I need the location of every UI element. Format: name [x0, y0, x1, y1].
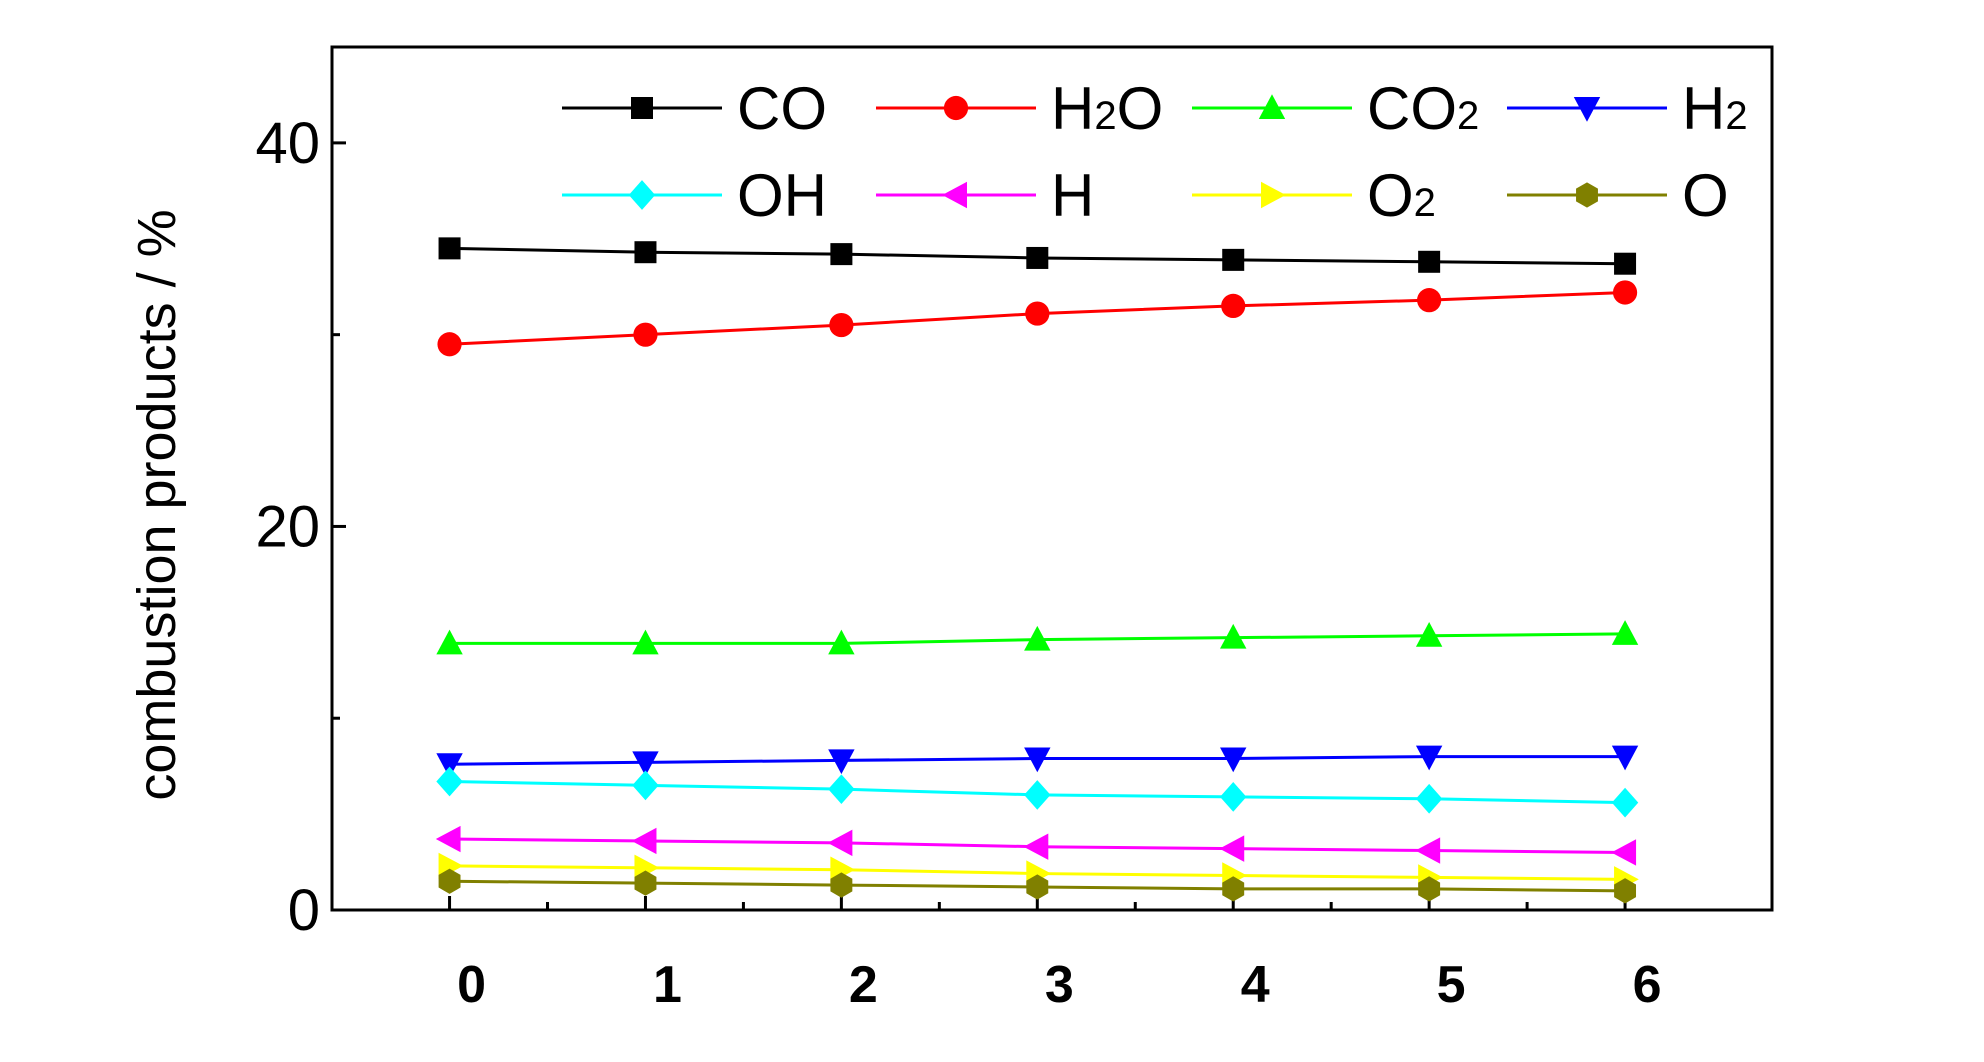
x-tick-label: 6: [1633, 956, 1662, 1014]
y-tick-label: 20: [255, 494, 320, 559]
data-point: [1417, 288, 1442, 313]
data-point: [632, 629, 659, 655]
legend-marker: [1573, 97, 1601, 122]
data-point: [1611, 620, 1639, 645]
data-point: [827, 829, 853, 857]
data-point: [1415, 622, 1443, 647]
data-point: [631, 827, 657, 855]
legend-marker: [943, 95, 969, 121]
data-point: [1220, 623, 1247, 649]
data-point: [438, 868, 461, 894]
x-tick-label: 3: [1045, 956, 1074, 1014]
data-point: [1611, 745, 1639, 771]
x-tick-label: 5: [1437, 956, 1466, 1014]
data-point: [828, 749, 855, 775]
data-point: [1221, 293, 1246, 318]
data-point: [435, 825, 461, 853]
legend-item: OH: [562, 162, 827, 229]
y-tick-label: 40: [255, 111, 320, 176]
data-point: [1614, 878, 1637, 904]
data-point: [1026, 874, 1049, 900]
data-point: [437, 332, 462, 357]
data-point: [1024, 747, 1051, 773]
data-point: [1220, 747, 1247, 773]
data-point: [1415, 745, 1443, 771]
data-point: [1222, 248, 1245, 271]
data-point: [634, 870, 657, 896]
legend-item: H: [876, 162, 1094, 229]
data-point: [632, 770, 659, 801]
data-point: [436, 753, 463, 778]
legend-marker: [628, 180, 656, 210]
data-point: [1611, 839, 1637, 866]
series-2: [436, 620, 1639, 655]
data-point: [1418, 250, 1441, 273]
legend-item: CO: [562, 75, 827, 142]
legend-marker: [1258, 94, 1286, 119]
y-tick-label: 0: [288, 878, 320, 943]
y-axis-label: combustion products / %: [127, 209, 187, 800]
legend-marker: [942, 181, 967, 209]
legend-label: OH: [737, 162, 827, 229]
legend-marker: [1576, 182, 1598, 208]
series-7: [438, 868, 1637, 904]
series-layer: [435, 237, 1639, 904]
x-tick-label: 2: [849, 956, 878, 1014]
data-point: [1220, 782, 1247, 812]
data-point: [830, 243, 853, 266]
data-point: [829, 312, 854, 338]
data-point: [828, 774, 855, 805]
legend-label: O2: [1367, 162, 1436, 229]
legend-label: CO: [737, 75, 827, 142]
data-point: [436, 629, 463, 655]
legend-marker: [631, 97, 653, 119]
data-point: [1025, 301, 1050, 326]
legend-item: H2: [1507, 75, 1748, 142]
data-point: [1222, 876, 1245, 902]
data-point: [1418, 876, 1441, 902]
data-point: [1024, 780, 1051, 810]
data-point: [438, 237, 461, 260]
data-point: [1415, 783, 1443, 814]
legend-label: H: [1051, 162, 1094, 229]
data-point: [1219, 835, 1245, 862]
data-point: [436, 766, 463, 797]
legend-label: O: [1682, 162, 1729, 229]
x-tick-label: 1: [653, 956, 682, 1014]
data-point: [632, 751, 659, 777]
legend-label: H2: [1682, 75, 1748, 142]
legend-item: O2: [1192, 162, 1436, 229]
series-0: [438, 237, 1637, 275]
legend-label: H2O: [1051, 75, 1163, 142]
data-point: [634, 241, 657, 264]
series-4: [436, 766, 1639, 818]
series-5: [435, 825, 1637, 866]
legend-item: O: [1507, 162, 1729, 229]
data-point: [830, 872, 853, 898]
legend-label: CO2: [1367, 75, 1479, 142]
legend-item: CO2: [1192, 75, 1479, 142]
data-point: [1024, 625, 1051, 651]
legend: CO H2O CO2 H2 OH H O2 O: [562, 75, 1748, 229]
data-point: [1614, 252, 1637, 275]
data-point: [1023, 833, 1049, 860]
y-axis-ticks: 0 20 40: [255, 111, 346, 943]
x-tick-label: 4: [1241, 956, 1270, 1014]
series-3: [436, 745, 1639, 778]
x-axis-ticks: 0 1 2 3 4 5 6: [448, 896, 1662, 1014]
data-point: [1026, 246, 1049, 269]
data-point: [828, 629, 855, 655]
plot-frame: [330, 45, 1774, 912]
data-point: [1611, 787, 1639, 818]
data-point: [633, 322, 658, 347]
series-1: [437, 280, 1638, 357]
legend-item: H2O: [876, 75, 1163, 142]
legend-marker: [1261, 181, 1286, 209]
x-tick-label: 0: [457, 956, 486, 1014]
data-point: [1415, 837, 1441, 864]
data-point: [1612, 280, 1638, 305]
